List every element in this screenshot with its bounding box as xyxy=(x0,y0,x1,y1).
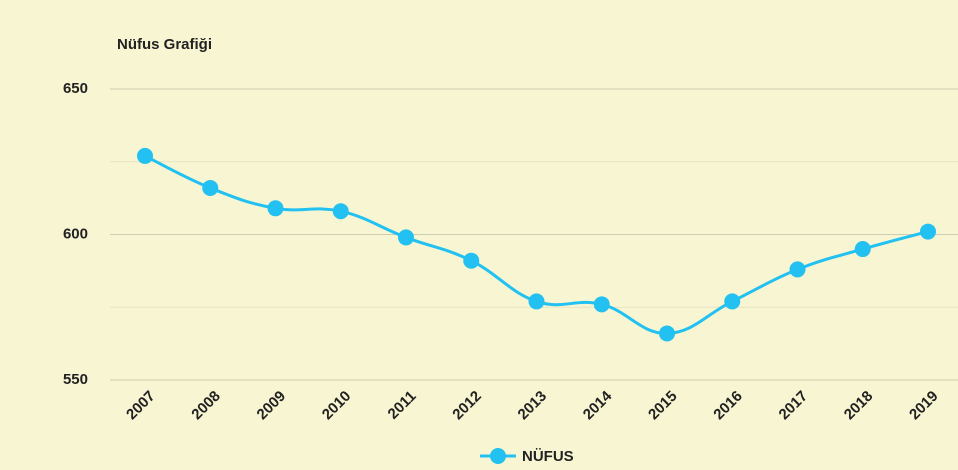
y-tick-label: 550 xyxy=(63,371,88,388)
point xyxy=(920,223,936,240)
point xyxy=(332,203,349,220)
chart-title: Nüfus Grafiği xyxy=(117,36,212,53)
point xyxy=(854,241,871,258)
point xyxy=(267,200,284,217)
point xyxy=(724,293,741,310)
point xyxy=(398,229,414,246)
point xyxy=(789,261,806,278)
y-tick-label: 600 xyxy=(63,225,88,242)
point xyxy=(137,147,153,164)
point xyxy=(202,179,219,196)
y-tick-label: 650 xyxy=(63,80,88,97)
legend-label: NÜFUS xyxy=(522,448,574,465)
legend-marker xyxy=(490,448,506,464)
point xyxy=(593,296,610,313)
point xyxy=(659,325,675,342)
point xyxy=(463,252,480,269)
point xyxy=(528,293,545,310)
